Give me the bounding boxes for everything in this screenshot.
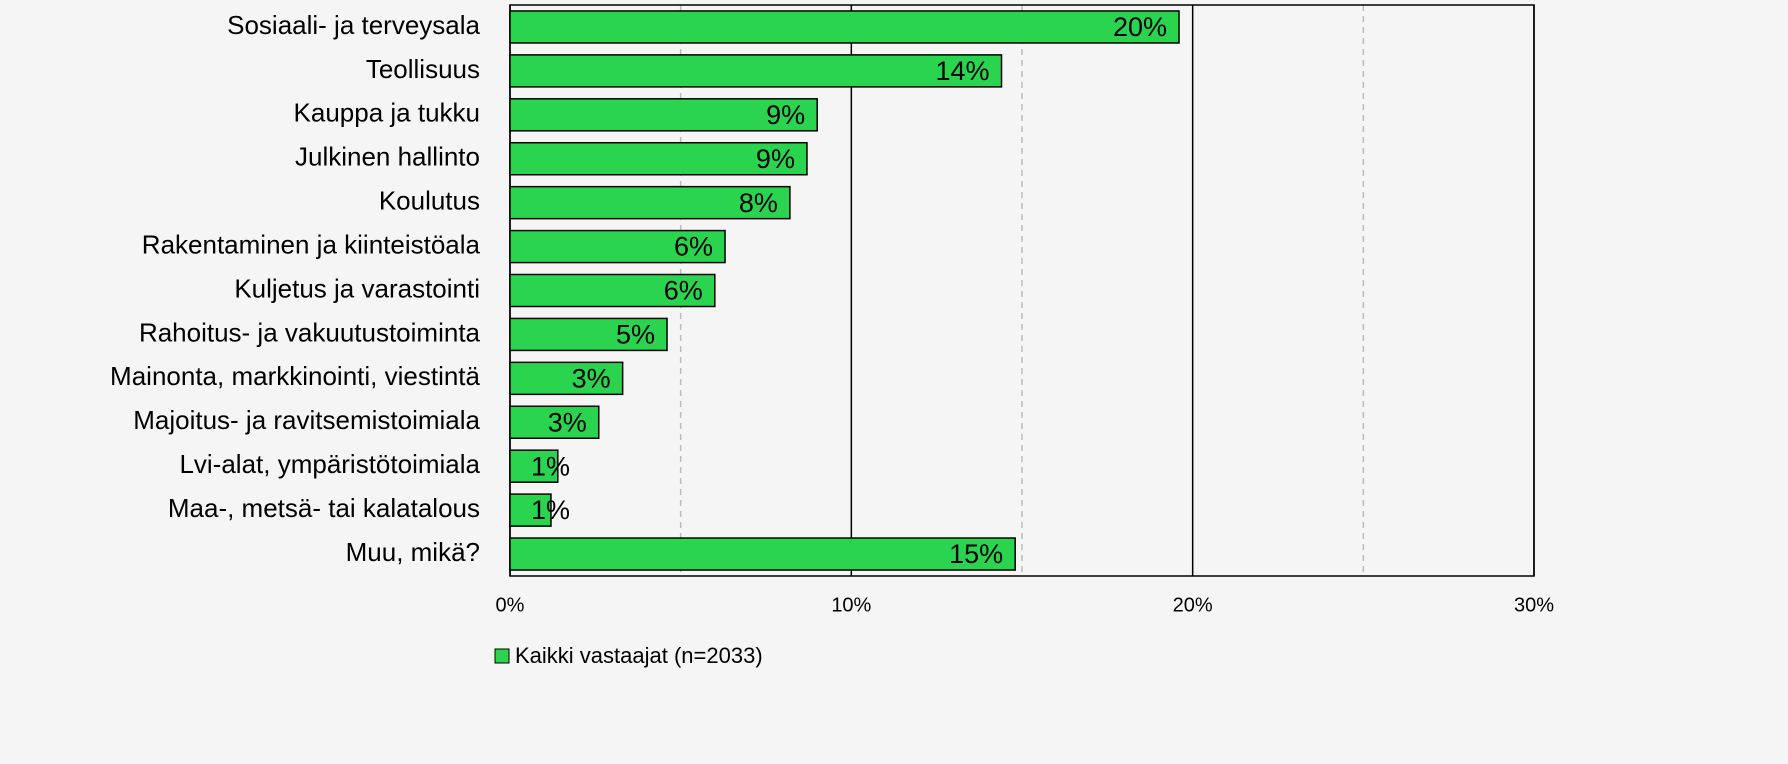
bar <box>509 361 624 396</box>
x-tick-label: 20% <box>1173 594 1213 616</box>
y-tick-label: Lvi-alat, ympäristötoimiala <box>179 449 480 479</box>
x-tick-label: 30% <box>1514 594 1554 616</box>
y-tick-label: Majoitus- ja ravitsemistoimiala <box>133 405 480 435</box>
bar <box>509 493 552 527</box>
bar <box>509 10 1180 44</box>
value-label: 15% <box>949 539 1003 569</box>
y-tick-label: Sosiaali- ja terveysala <box>227 10 480 40</box>
y-tick-label: Mainonta, markkinointi, viestintä <box>110 361 480 391</box>
value-label: 3% <box>548 407 587 437</box>
bar <box>509 54 1003 88</box>
y-tick-label: Rahoitus- ja vakuutustoiminta <box>139 317 481 347</box>
y-tick-label: Muu, mikä? <box>346 537 480 567</box>
value-label: 3% <box>572 363 611 393</box>
value-label: 9% <box>756 144 795 174</box>
bar <box>509 98 818 132</box>
y-tick-label: Julkinen hallinto <box>295 142 480 172</box>
y-tick-label: Kuljetus ja varastointi <box>234 273 480 303</box>
bar <box>509 229 726 264</box>
y-tick-label: Maa-, metsä- tai kalatalous <box>168 493 480 523</box>
value-label: 5% <box>616 320 655 350</box>
legend-swatch <box>494 648 510 664</box>
bar <box>509 273 716 308</box>
value-label: 9% <box>766 100 805 130</box>
bar <box>509 405 600 440</box>
bar <box>509 449 559 483</box>
value-label: 20% <box>1113 12 1167 42</box>
value-label: 6% <box>674 232 713 262</box>
bar <box>509 537 1016 571</box>
bar <box>509 185 791 220</box>
value-label: 8% <box>739 188 778 218</box>
value-label: 6% <box>664 276 703 306</box>
y-tick-label: Kauppa ja tukku <box>294 98 480 128</box>
y-tick-label: Teollisuus <box>366 54 480 84</box>
legend-label: Kaikki vastaajat (n=2033) <box>515 643 763 668</box>
value-label: 1% <box>531 451 570 481</box>
bar <box>509 317 668 352</box>
y-tick-label: Koulutus <box>379 186 480 216</box>
x-tick-label: 0% <box>496 594 525 616</box>
bar <box>509 141 808 176</box>
value-label: 1% <box>531 495 570 525</box>
x-tick-label: 10% <box>831 594 871 616</box>
value-label: 14% <box>935 56 989 86</box>
y-tick-label: Rakentaminen ja kiinteistöala <box>142 229 481 259</box>
